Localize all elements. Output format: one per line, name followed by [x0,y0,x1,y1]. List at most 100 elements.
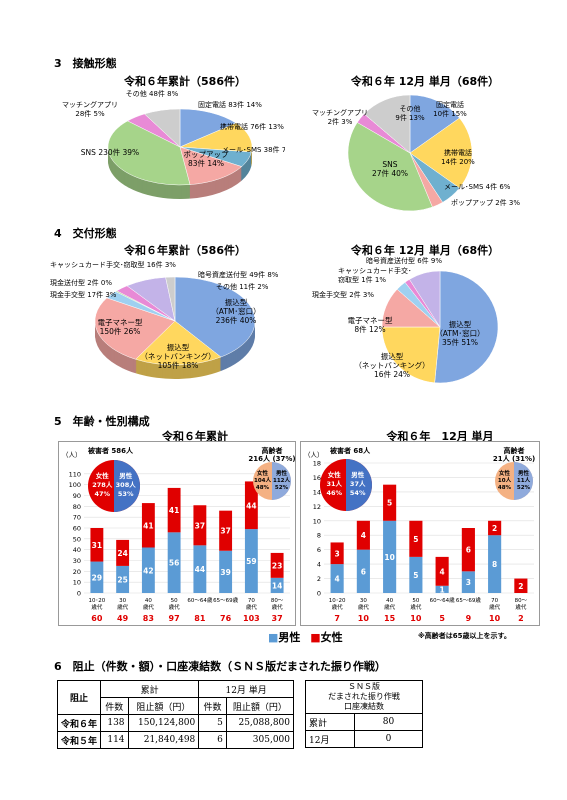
bar-label-male: 44 [195,565,205,574]
x-tick-label: 10･20 歳代 [89,598,106,611]
x-tick-label: 80～歳代 [271,598,284,611]
bar-label-male: 59 [246,557,256,566]
blocked-table-sub: 件数 [100,697,129,715]
total-label: 76 [220,614,232,623]
bar-label-male: 8 [492,560,497,569]
bar-female [193,505,207,546]
cell: 0 [354,730,423,748]
y-tick-label: 8 [317,532,321,540]
bar-female [244,481,258,530]
pie-label: 暗号資産送付型 6件 9% [366,256,442,265]
pie-label: その他 48件 8% [126,89,179,98]
x-tick-label: 80～歳代 [515,598,528,611]
legend-female-swatch: ■ [310,631,321,644]
y-tick-label: 14 [313,488,321,496]
pie-label: 振込型（ATM･窓口） 236件 40% [211,297,260,325]
bar-male [461,571,475,593]
gender-pie-label: 46% [327,489,343,497]
total-label: 2 [518,614,524,623]
elderly-pie-label: 10人 [498,476,512,484]
y-tick-label: 0 [317,590,321,598]
elderly-pie-label: 11人 [517,476,531,484]
bar-label-female: 44 [246,501,256,510]
pie-label: 固定電話 10件 15% [433,100,467,118]
s4-left-pie: 振込型（ATM･窓口） 236件 40% 振込型（ネットバンキング） 105件 18%… [50,260,279,379]
bar-label-female: 3 [335,549,340,558]
y-tick-label: 30 [73,557,81,565]
row-label: 12月 [305,730,355,748]
pie-slice [144,108,181,148]
frozen-head-line: 口座凍結数 [344,702,384,711]
s5-left-bar-chart: 0 10 20 30 40 50 60 70 80 90 100 110 （人） 29 31 10･20 歳代 6… [58,441,296,626]
cell: 305,000 [225,731,295,749]
elderly-pie-male [272,462,291,500]
gender-pie-label: 女性 [96,471,110,480]
s4-right-title: 令和６年 12月 単月（68件） [350,244,500,257]
pie-slice [409,270,441,328]
total-label: 60 [91,614,103,623]
y-unit: （人） [62,451,82,459]
bar-female [383,484,397,521]
victims-label: 被害者 586人 [88,446,134,455]
y-tick-label: 50 [73,535,81,543]
bar-label-male: 14 [272,581,282,590]
cell: 25,088,800 [225,714,295,732]
section-3-heading: 3 接触形態 [54,57,117,70]
pie-label: ポップアップ 2件 3% [451,198,520,207]
victims-label: 被害者 68人 [330,446,371,455]
total-label: 83 [143,614,154,623]
pie-slice [107,120,191,186]
bar-label-male: 56 [169,559,179,568]
elderly-count: 216人 (37%) [248,454,295,463]
y-tick-label: 4 [317,561,321,569]
legend-male-label: 男性 [278,631,301,644]
bar-female [141,503,155,548]
pie-label: 電子マネー型 8件 12% [348,316,393,334]
bar-male [435,585,449,593]
cell: 80 [354,713,423,731]
frozen-table-head: ＳＮＳ版 だまされた振り作戦 口座凍結数 [305,680,423,714]
pie-label: キャッシュカード手交･窃取型 1件 1% [338,266,412,284]
elderly-pie-label: 男性 [518,469,530,477]
bar-female [270,552,284,578]
s5-left-title: 令和６年累計 [162,430,228,443]
elderly-pie-label: 104人 [254,476,271,484]
gender-pie-label: 37人 [350,479,366,488]
y-tick-label: 70 [73,514,81,522]
bar-label-male: 6 [361,567,366,576]
table-row: 12月 0 [305,730,423,748]
x-tick-label: 60～64歳 [187,596,212,604]
blocked-table-sub: 件数 [198,697,227,715]
s4-right-pie: 振込型（ATM･窓口） 35件 51%振込型（ネットバンキング） 16件 24% 電子… [312,256,499,384]
pie-slice [381,326,441,384]
total-label: 103 [243,614,260,623]
bar-male [488,535,502,593]
pie-label: SNS 27件 40% [372,160,408,178]
bar-label-female: 6 [466,546,471,555]
total-label: 37 [272,614,283,623]
elderly-pie-label: 48% [498,485,512,491]
blocked-table-sub: 阻止額（円） [127,697,200,715]
gender-pie-male [114,460,140,512]
total-label: 5 [439,614,445,623]
y-tick-label: 40 [73,546,81,554]
y-tick-label: 100 [69,481,81,489]
s5-note: ※高齢者は65歳以上を示す。 [418,632,511,640]
elderly-pie-label: 48% [256,485,270,491]
gender-pie-label: 男性 [118,471,133,480]
bar-label-female: 37 [195,521,205,530]
bar-label-female: 5 [413,535,418,544]
pie-label: SNS 230件 39% [81,147,139,157]
pie-slice [409,117,473,189]
bar-label-male: 4 [335,575,340,584]
pie-slice [165,276,176,322]
elderly-pie-label: 男性 [276,469,288,477]
table-row: 累計 80 [305,713,423,731]
gender-pie-label: 31人 [327,479,343,488]
pie-label: 暗号資産送付型 49件 8% [198,270,279,279]
bar-female [116,539,130,566]
pie-slice [363,94,411,154]
pie-label: キャッシュカード手交･窃取型 16件 3% [50,260,176,269]
pie-slice [434,270,499,384]
bar-male [116,565,130,593]
